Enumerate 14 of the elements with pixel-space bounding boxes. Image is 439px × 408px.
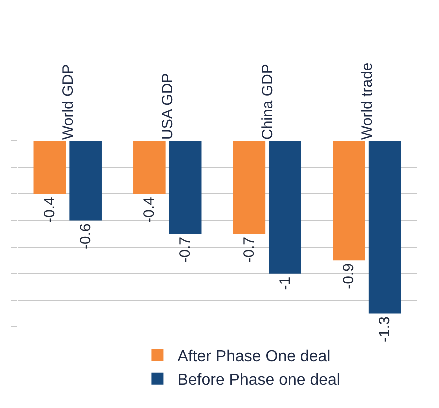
- data-label: -0.9: [340, 264, 358, 290]
- data-label: -0.4: [141, 197, 158, 223]
- data-label: -0.4: [41, 197, 58, 223]
- data-label: -0.7: [177, 237, 194, 263]
- data-label: -0.6: [77, 224, 94, 250]
- legend-label: Before Phase one deal: [178, 372, 340, 390]
- data-label: -1: [276, 276, 294, 290]
- x-tick-label: USA GDP: [160, 73, 177, 140]
- legend-label: After Phase One deal: [178, 348, 331, 366]
- x-tick-label: World GDP: [60, 64, 77, 140]
- x-tick-label: World trade: [359, 62, 376, 140]
- data-label: -1.3: [376, 316, 394, 343]
- data-label: -0.7: [240, 237, 258, 263]
- x-tick-label: China GDP: [259, 64, 276, 140]
